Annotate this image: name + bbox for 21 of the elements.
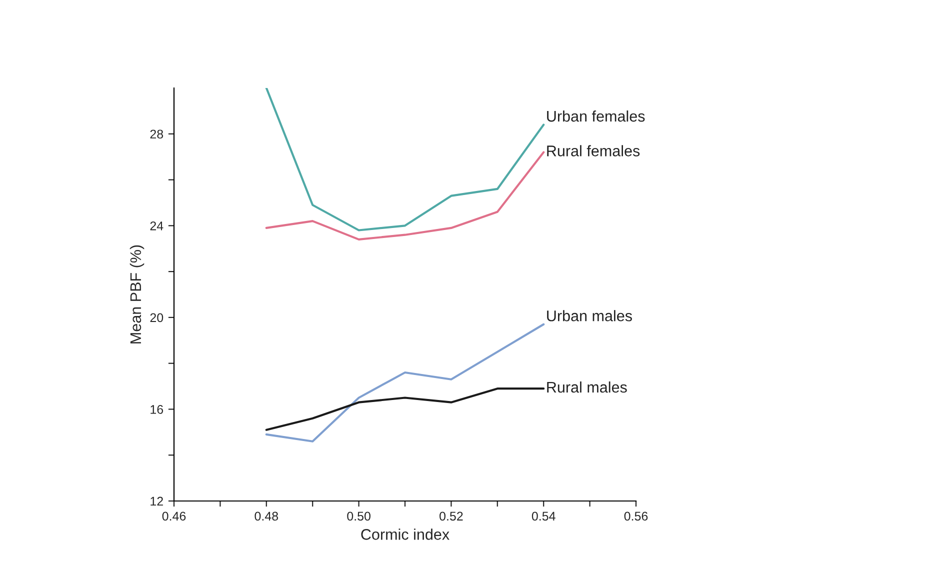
line-series — [265, 323, 545, 442]
y-tick-label: 24 — [150, 221, 164, 230]
x-axis-title: Cormic index — [361, 528, 450, 540]
x-tick-label: 0.52 — [440, 512, 463, 521]
series-label: Rural males — [547, 381, 627, 393]
y-tick-label: 28 — [150, 130, 164, 139]
y-axis-title: Mean PBF (%) — [130, 245, 144, 344]
series-label: Urban females — [547, 110, 645, 122]
series-label: Urban males — [547, 310, 632, 322]
text: 0.50 — [347, 512, 370, 521]
x-tick-label: 0.46 — [162, 512, 186, 521]
line-series — [265, 151, 545, 240]
line-series — [265, 388, 545, 431]
x-tick-label: 0.48 — [254, 512, 278, 521]
y-tick-label: 16 — [150, 405, 164, 414]
series-label: Rural females — [547, 145, 640, 156]
y-tick-label: 20 — [150, 313, 164, 322]
x-tick-label: 0.56 — [624, 512, 648, 521]
line-series — [265, 88, 545, 232]
x-tick-label: 0.54 — [532, 512, 556, 521]
y-tick-label: 12 — [150, 496, 163, 506]
